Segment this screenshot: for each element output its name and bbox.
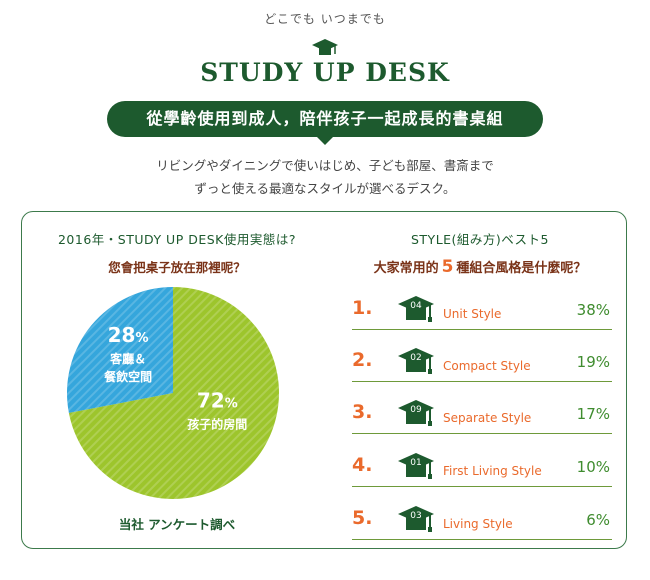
survey-question: 您會把桌子放在那裡呢？ — [108, 260, 246, 275]
style-percentage: 10% — [576, 458, 610, 476]
graduation-cap-icon: 03 — [396, 504, 436, 540]
ranking-number: 3. — [352, 401, 373, 423]
ranking-question-pre: 大家常用的 — [373, 261, 439, 276]
graduation-cap-icon: 01 — [396, 451, 436, 487]
ranking-row-5: 5. 03 Living Style 6% — [352, 503, 612, 540]
style-name: Unit Style — [443, 307, 502, 321]
intro-line-1: リビングやダイニングで使いはじめ、子ども部屋、書斎まで — [156, 158, 494, 173]
pie-label-line1-1: 孩子的房間 — [187, 416, 247, 431]
pie-label-line1-2: 客廳＆ — [109, 351, 146, 366]
ranking-row-1: 1. 04 Unit Style 38% — [352, 293, 612, 330]
banner-pointer — [316, 136, 334, 145]
intro-text: リビングやダイニングで使いはじめ、子ども部屋、書斎まで ずっと使える最適なスタイ… — [0, 154, 650, 200]
pie-label-2: 28% 客廳＆ 餐飲空間 — [104, 323, 152, 384]
ranking-number: 2. — [352, 349, 373, 371]
style-name: First Living Style — [443, 464, 542, 478]
ranking-question-post: 種組合風格是什麼呢？ — [456, 261, 587, 276]
location-pie-chart: 72% 孩子的房間 28% 客廳＆ 餐飲空間 — [67, 287, 279, 499]
pie-label-line2-2: 餐飲空間 — [104, 369, 152, 384]
style-name: Separate Style — [443, 411, 532, 425]
pie-slice-texture-1 — [68, 287, 279, 499]
ranking-number: 4. — [352, 454, 373, 476]
style-code: 09 — [410, 405, 422, 415]
pie-slice-texture-2 — [67, 287, 173, 413]
style-code: 03 — [410, 511, 421, 521]
style-code: 02 — [410, 353, 421, 363]
survey-heading: 2016年・STUDY UP DESK使用実態は? — [57, 232, 297, 247]
pie-value-2: 28% — [108, 323, 149, 347]
graduation-cap-icon — [312, 39, 338, 55]
ranking-question: 大家常用的 5 種組合風格是什麼呢？ — [330, 257, 630, 277]
ranking-heading: STYLE(組み方)ベスト5 — [410, 232, 550, 247]
survey-panel — [21, 211, 627, 549]
ranking-number: 5. — [352, 507, 373, 529]
style-name: Compact Style — [443, 359, 531, 373]
tagline: どこでも いつまでも — [264, 12, 386, 26]
banner: 從學齡使用到成人，陪伴孩子一起成長的書桌組 — [107, 101, 543, 137]
ranking-row-3: 3. 09 Separate Style 17% — [352, 397, 612, 434]
style-name: Living Style — [443, 517, 513, 531]
graduation-cap-icon: 02 — [396, 346, 436, 382]
survey-source: 当社 アンケート調べ — [118, 517, 236, 532]
logo: STUDY UP DESK — [200, 58, 450, 87]
graduation-cap-icon: 09 — [396, 398, 436, 434]
style-code: 01 — [410, 458, 421, 468]
graduation-cap-icon: 04 — [396, 294, 436, 330]
ranking-question-number: 5 — [441, 257, 454, 277]
style-percentage: 17% — [576, 405, 610, 423]
pie-value-1: 72% — [197, 388, 238, 412]
pie-label-1: 72% 孩子的房間 — [187, 388, 247, 431]
style-code: 04 — [410, 301, 422, 311]
style-percentage: 38% — [576, 301, 610, 319]
ranking-number: 1. — [352, 297, 373, 319]
ranking-row-2: 2. 02 Compact Style 19% — [352, 345, 612, 382]
intro-line-2: ずっと使える最適なスタイルが選べるデスク。 — [194, 181, 456, 196]
style-percentage: 6% — [586, 511, 610, 529]
ranking-row-4: 4. 01 First Living Style 10% — [352, 450, 612, 487]
style-percentage: 19% — [576, 353, 610, 371]
